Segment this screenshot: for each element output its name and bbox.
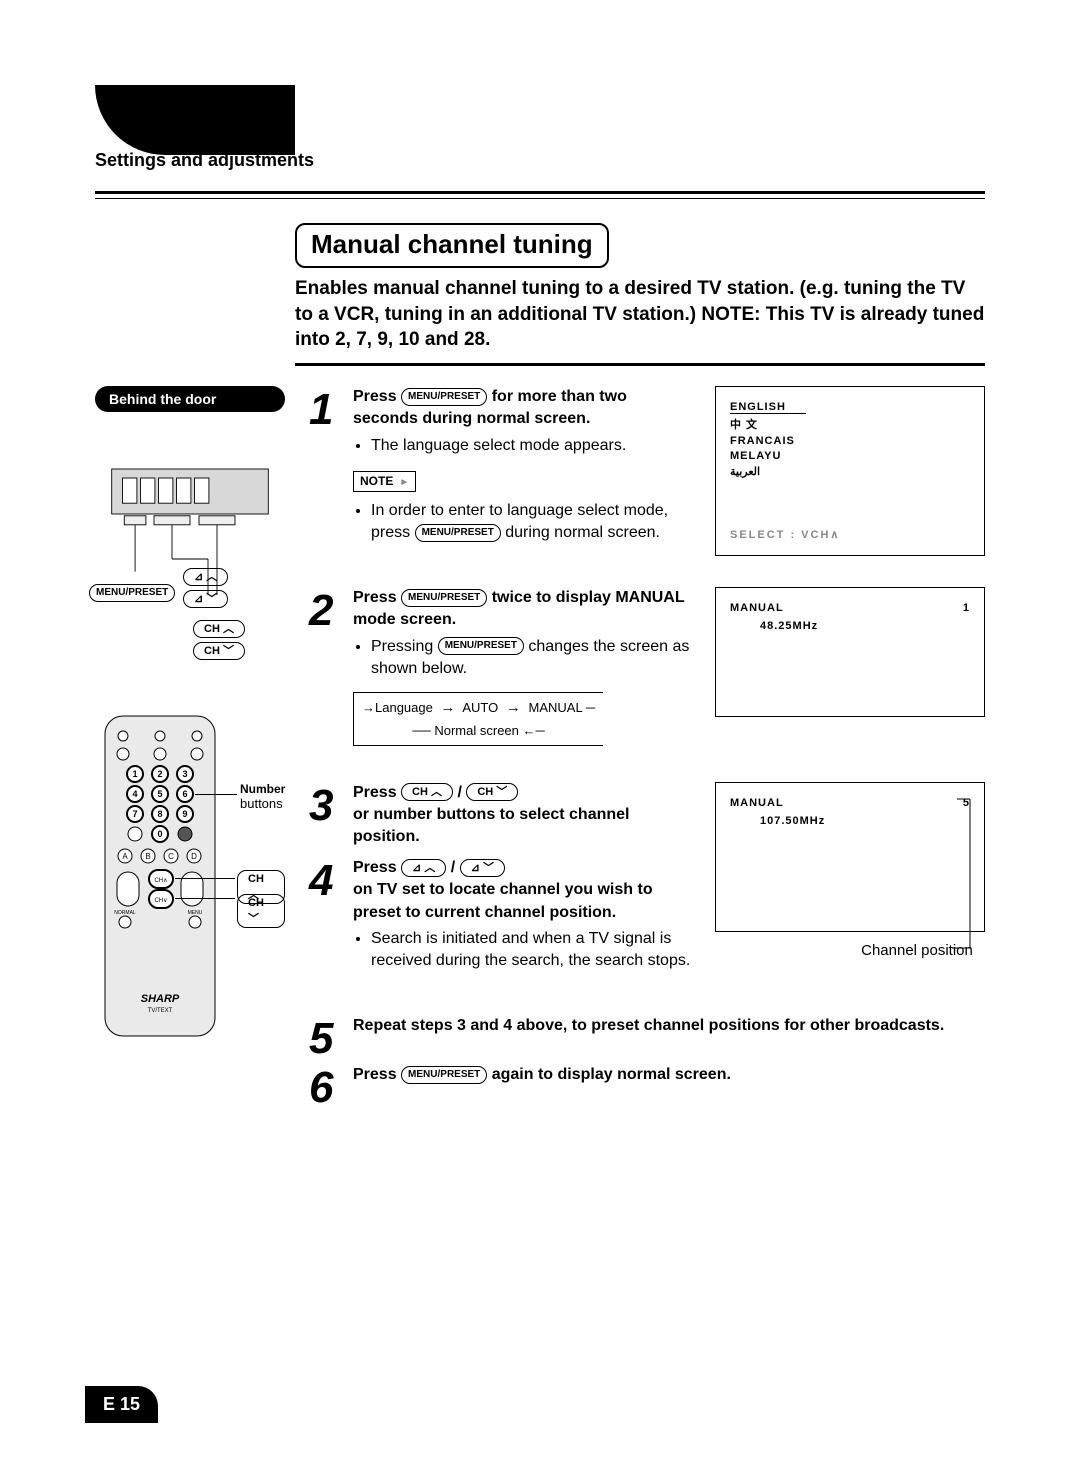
step-body: Press CH ︿ / CH ﹀ or number buttons to s… xyxy=(353,782,695,849)
svg-text:SHARP: SHARP xyxy=(141,993,180,1005)
text: again to display normal screen. xyxy=(487,1066,731,1083)
divider xyxy=(95,191,985,194)
svg-text:3: 3 xyxy=(182,769,187,779)
ch-down-button: CH ﹀ xyxy=(466,783,518,801)
svg-text:D: D xyxy=(191,852,197,861)
menu-preset-button: MENU/PRESET xyxy=(89,584,175,602)
select-hint: SELECT : VCH∧ xyxy=(730,528,840,541)
page-title: Manual channel tuning xyxy=(295,223,609,268)
text: on TV set to locate channel you wish to … xyxy=(353,881,653,920)
remote-illustration: 1 2 3 4 5 6 7 8 9 0 A xyxy=(95,712,285,1047)
svg-text:7: 7 xyxy=(132,809,137,819)
bullet: The language select mode appears. xyxy=(371,435,695,457)
text: Press xyxy=(353,1066,401,1083)
flow-language: Language xyxy=(375,700,433,715)
step-body: Press MENU/PRESET twice to display MANUA… xyxy=(353,587,695,746)
manual-freq: 48.25MHz xyxy=(760,620,970,632)
text: or number buttons to select channel posi… xyxy=(353,806,629,845)
svg-text:8: 8 xyxy=(157,809,162,819)
page-number: E 15 xyxy=(85,1386,158,1423)
svg-text:4: 4 xyxy=(132,789,137,799)
page-content: Settings and adjustments Manual channel … xyxy=(95,85,985,1113)
lang-melayu: MELAYU xyxy=(730,450,970,462)
tune-up-button: ⊿ ︿ xyxy=(183,568,228,586)
divider xyxy=(95,198,985,199)
svg-text:2: 2 xyxy=(157,769,162,779)
manual-label: MANUAL xyxy=(730,602,784,614)
bullet: Search is initiated and when a TV signal… xyxy=(371,928,695,973)
ch-up-button: CH ︿ xyxy=(193,620,245,638)
left-column: Behind the door xyxy=(95,386,285,1047)
svg-text:B: B xyxy=(145,852,150,861)
section-header: Settings and adjustments xyxy=(95,150,985,171)
text: Press xyxy=(353,859,401,876)
flow-manual: MANUAL xyxy=(529,700,583,715)
svg-text:CH∨: CH∨ xyxy=(154,898,167,904)
lang-chinese: 中 文 xyxy=(730,416,970,432)
number-buttons-sublabel: buttons xyxy=(240,796,285,811)
manual-freq: 107.50MHz xyxy=(760,815,970,827)
flow-normal: Normal screen xyxy=(434,723,519,738)
separator: / xyxy=(446,859,459,876)
svg-text:5: 5 xyxy=(157,789,162,799)
step-number: 1 xyxy=(309,392,343,427)
svg-text:0: 0 xyxy=(157,829,162,839)
menu-preset-button: MENU/PRESET xyxy=(401,589,487,607)
text: Pressing xyxy=(371,638,438,655)
svg-text:C: C xyxy=(168,852,174,861)
channel-position-label: Channel position xyxy=(847,942,987,959)
text: Press xyxy=(353,388,401,405)
step-number: 6 xyxy=(309,1070,343,1105)
manual-label: MANUAL xyxy=(730,797,784,809)
svg-text:1: 1 xyxy=(132,769,137,779)
manual-screen-2: MANUAL 5 107.50MHz xyxy=(715,782,985,932)
step-number: 3 xyxy=(309,788,343,823)
step-body: Press MENU/PRESET again to display norma… xyxy=(353,1064,985,1086)
svg-text:6: 6 xyxy=(182,789,187,799)
divider xyxy=(295,363,985,366)
step-number: 4 xyxy=(309,863,343,898)
note-label: NOTE xyxy=(353,471,416,492)
step-body: Press ⊿ ︿ / ⊿ ﹀ on TV set to locate chan… xyxy=(353,857,695,979)
svg-text:NORMAL: NORMAL xyxy=(114,910,136,916)
tv-panel-illustration: MENU/PRESET ⊿ ︿ ⊿ ﹀ CH ︿ CH ﹀ xyxy=(95,442,285,622)
menu-preset-button: MENU/PRESET xyxy=(438,637,524,655)
svg-text:TV/TEXT: TV/TEXT xyxy=(148,1008,173,1014)
number-buttons-label: Number xyxy=(240,782,285,796)
text: Press xyxy=(353,589,401,606)
text: during normal screen. xyxy=(501,524,660,541)
menu-preset-button: MENU/PRESET xyxy=(401,1066,487,1084)
svg-text:CH∧: CH∧ xyxy=(154,878,167,884)
tune-down-button: ⊿ ﹀ xyxy=(460,859,505,877)
step-body: Repeat steps 3 and 4 above, to preset ch… xyxy=(353,1015,985,1037)
behind-door-pill: Behind the door xyxy=(95,386,285,412)
manual-pos: 1 xyxy=(963,602,970,614)
separator: / xyxy=(453,784,466,801)
tune-up-button: ⊿ ︿ xyxy=(401,859,446,877)
step-number: 2 xyxy=(309,593,343,628)
menu-preset-button: MENU/PRESET xyxy=(415,524,501,542)
language-screen: ENGLISH 中 文 FRANCAIS MELAYU العربية SELE… xyxy=(715,386,985,556)
ch-down-button: CH ﹀ xyxy=(193,642,245,660)
step-body: Press MENU/PRESET for more than two seco… xyxy=(353,386,695,551)
lang-english: ENGLISH xyxy=(730,401,806,414)
right-column: 1 Press MENU/PRESET for more than two se… xyxy=(309,386,985,1113)
step-number: 5 xyxy=(309,1021,343,1056)
svg-text:MENU: MENU xyxy=(188,910,203,916)
tune-down-button: ⊿ ﹀ xyxy=(183,590,228,608)
remote-ch-down: CH ﹀ xyxy=(237,894,285,928)
menu-preset-button: MENU/PRESET xyxy=(401,388,487,406)
text: Press xyxy=(353,784,401,801)
flow-diagram: →Language → AUTO → MANUAL ─ ── Normal sc… xyxy=(353,692,603,745)
text: Repeat steps 3 and 4 above, to preset ch… xyxy=(353,1017,944,1034)
manual-screen-1: MANUAL 1 48.25MHz xyxy=(715,587,985,717)
lang-francais: FRANCAIS xyxy=(730,435,970,447)
ch-up-button: CH ︿ xyxy=(401,783,453,801)
lang-arabic: العربية xyxy=(730,465,970,478)
svg-text:A: A xyxy=(122,852,128,861)
svg-text:9: 9 xyxy=(182,809,187,819)
flow-auto: AUTO xyxy=(462,700,498,715)
intro-text: Enables manual channel tuning to a desir… xyxy=(295,276,985,353)
